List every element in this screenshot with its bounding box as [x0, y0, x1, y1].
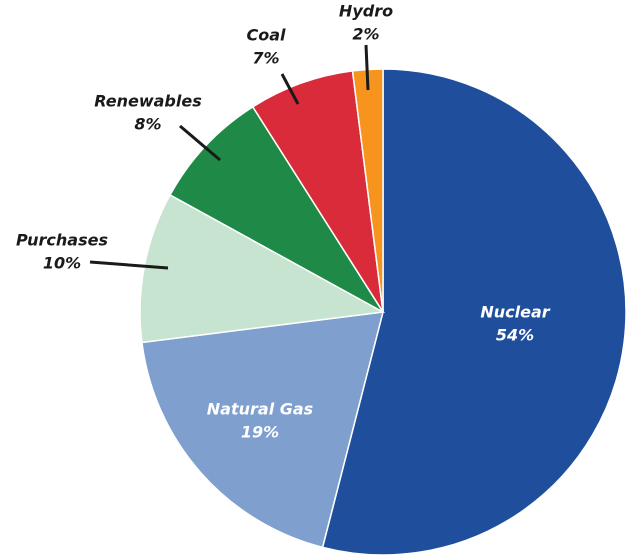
- pie-slice: [321, 68, 627, 556]
- pie-slice: [251, 70, 384, 313]
- leader-line: [364, 44, 370, 91]
- pie-slice: [169, 105, 384, 313]
- leader-line: [89, 260, 169, 270]
- slice-label: Hydro: [339, 2, 393, 21]
- slice-label: Purchases: [16, 231, 108, 250]
- slice-value-label: 8%: [134, 115, 161, 134]
- pie-slice: [141, 311, 385, 549]
- leader-line: [179, 124, 221, 162]
- slice-value-label: 2%: [352, 25, 379, 44]
- slice-value-label: 10%: [43, 254, 81, 273]
- slice-label: Coal: [246, 26, 286, 45]
- slice-value-label: 54%: [496, 326, 534, 345]
- slice-label: Nuclear: [480, 303, 550, 322]
- slice-label: Renewables: [94, 92, 202, 111]
- slice-label: Natural Gas: [207, 400, 313, 419]
- slice-value-label: 19%: [241, 423, 279, 442]
- slice-value-label: 7%: [252, 49, 279, 68]
- leader-line: [280, 73, 300, 105]
